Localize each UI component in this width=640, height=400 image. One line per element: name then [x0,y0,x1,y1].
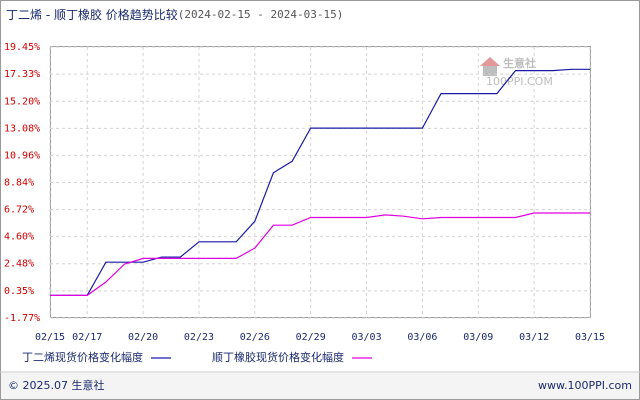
y-tick-label: 15.20% [4,96,40,107]
x-tick-label: 03/15 [575,332,605,343]
y-tick-label: 19.45% [4,42,40,53]
y-tick-label: 13.08% [4,123,40,134]
x-tick-label: 03/03 [351,332,381,343]
x-tick-label: 03/12 [519,332,549,343]
y-tick-label: 0.35% [4,286,34,297]
legend-label: 顺丁橡胶现货价格变化幅度 [212,350,344,364]
series-line [50,68,590,296]
watermark-name: 生意社 [503,56,536,70]
title: 丁二烯 - 顺丁橡胶 价格趋势比较 [6,7,178,22]
x-tick-label: 03/09 [463,332,493,343]
x-tick-label: 02/29 [296,332,326,343]
x-tick-label: 03/06 [407,332,437,343]
y-tick-label: 10.96% [4,150,40,161]
x-tick-label: 02/17 [72,332,102,343]
y-tick-label: -1.77% [4,313,40,324]
y-tick-label: 6.72% [4,205,34,216]
y-tick-label: 2.48% [4,259,34,270]
y-tick-label: 4.60% [4,232,34,243]
plot: -1.77% 0.35% 2.48% 4.60% 6.72% 8.84% 10.96% 13.… [4,42,605,343]
x-tick-label: 02/26 [240,332,270,343]
chart-title: 丁二烯 - 顺丁橡胶 价格趋势比较(2024-02-15 - 2024-03-1… [6,7,343,22]
x-tick-label: 02/23 [184,332,214,343]
x-tick-label: 02/15 [35,332,65,343]
watermark: 生意社 100PPI.COM [480,56,553,88]
footer-right: www.100PPI.com [538,379,632,392]
y-tick-label: 17.33% [4,69,40,80]
footer-left: © 2025.07 生意社 [8,378,104,392]
subtitle: (2024-02-15 - 2024-03-15) [178,8,344,21]
x-tick-label: 02/20 [128,332,158,343]
watermark-site: 100PPI.COM [486,75,553,88]
series-line [50,212,590,296]
footer-bg [1,373,639,399]
y-tick-label: 8.84% [4,178,34,189]
legend-label: 丁二烯现货价格变化幅度 [22,350,143,364]
